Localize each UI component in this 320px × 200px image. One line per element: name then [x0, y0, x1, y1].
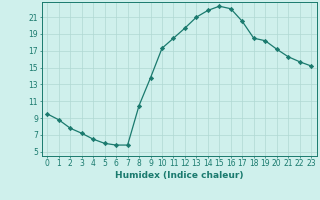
X-axis label: Humidex (Indice chaleur): Humidex (Indice chaleur) — [115, 171, 244, 180]
